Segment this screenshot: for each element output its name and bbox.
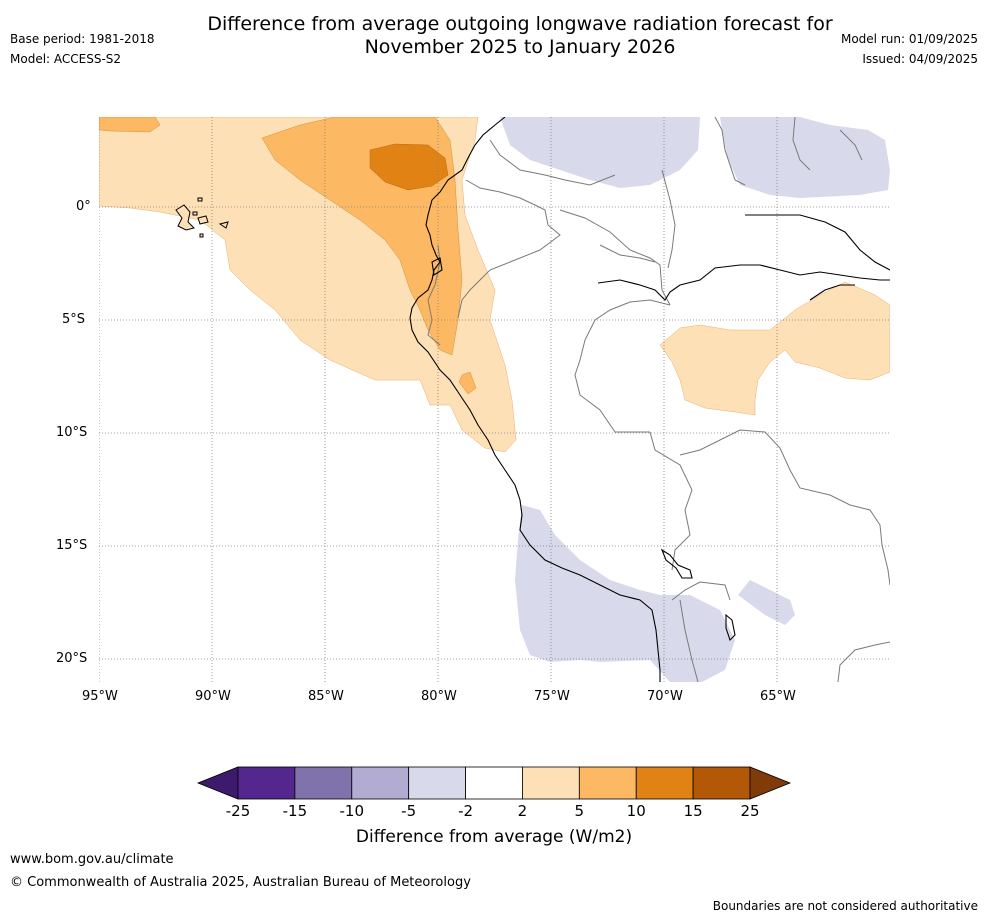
boundary-paraguay — [837, 641, 890, 682]
boundary-peru-brazil — [574, 299, 671, 433]
footer-url: www.bom.gov.au/climate — [10, 852, 174, 867]
lon-label-90w: 90°W — [195, 689, 231, 704]
lat-label-20s: 20°S — [56, 651, 88, 666]
anomaly-region-orange-small-nw — [99, 117, 161, 133]
map-area — [99, 117, 890, 682]
galapagos-santa-cruz — [197, 215, 209, 225]
gridlines — [99, 117, 890, 682]
lake-poopo — [725, 613, 736, 642]
coastline-west-south-america — [409, 117, 661, 682]
anomaly-region-light-purple-northeast — [720, 117, 890, 198]
coastline-gulf-guayaquil — [431, 257, 443, 276]
base-period-text: Base period: 1981-2018 — [10, 32, 155, 46]
lon-label-70w: 70°W — [647, 689, 683, 704]
boundary-colombia-peru — [457, 224, 561, 319]
issued-text: Issued: 04/09/2025 — [862, 52, 978, 66]
boundary-venezuela-colombia-north — [489, 139, 616, 186]
lat-label-15s: 15°S — [56, 538, 88, 553]
boundary-chile-bolivia — [671, 581, 731, 601]
lat-label-0: 0° — [76, 199, 91, 214]
lon-label-75w: 75°W — [534, 689, 570, 704]
map-title: Difference from average outgoing longwav… — [120, 13, 920, 59]
colorbar-tick-label: -5 — [401, 802, 417, 820]
lake-titicaca — [660, 548, 693, 579]
footer-copyright: © Commonwealth of Australia 2025, Austra… — [10, 875, 471, 890]
colorbar-tick-label: -15 — [282, 802, 308, 820]
colorbar-segment-4 — [465, 766, 523, 800]
anomaly-region-dark-orange — [369, 143, 449, 191]
model-run-text: Model run: 01/09/2025 — [840, 32, 978, 46]
boundary-french-guiana — [839, 129, 863, 161]
galapagos-san-cristobal — [218, 221, 229, 229]
colorbar-tick-label: 5 — [574, 802, 585, 820]
river-negro — [745, 214, 890, 271]
boundary-colombia-brazil — [599, 244, 656, 263]
coastline-brazil-north — [809, 284, 855, 301]
galapagos-small-1 — [197, 197, 203, 202]
colorbar — [196, 766, 792, 800]
anomaly-region-light-purple-north — [500, 117, 700, 188]
base-period-info: Base period: 1981-2018 Model: ACCESS-S2 — [10, 32, 155, 66]
colorbar-tick-label: 25 — [740, 802, 760, 820]
footer-disclaimer: Boundaries are not considered authoritat… — [712, 899, 978, 913]
galapagos-small-2 — [192, 211, 198, 216]
colorbar-segment-3 — [408, 766, 466, 800]
colorbar-tick-label: 10 — [626, 802, 646, 820]
colorbar-label: Difference from average (W/m2) — [355, 827, 633, 847]
model-text: Model: ACCESS-S2 — [10, 52, 122, 66]
boundary-bolivia-brazil — [679, 429, 890, 586]
boundary-peru-bolivia — [649, 431, 693, 571]
colorbar-tick-label: 15 — [683, 802, 703, 820]
lat-label-5s: 5°S — [62, 312, 86, 327]
galapagos-islands — [175, 197, 229, 238]
colorbar-extend-low — [196, 766, 239, 800]
boundary-guyana — [714, 117, 746, 186]
anomaly-region-orange-small-peru — [458, 371, 477, 395]
colorbar-segment-0 — [237, 766, 296, 800]
anomaly-region-light-purple-bolivia — [738, 580, 795, 625]
lat-label-10s: 10°S — [56, 425, 88, 440]
galapagos-small-3 — [199, 233, 204, 238]
country-boundaries — [427, 117, 890, 682]
boundary-suriname — [792, 117, 811, 171]
colorbar-segment-2 — [351, 766, 410, 800]
boundary-venezuela-brazil — [661, 169, 676, 269]
colorbar-segment-8 — [692, 766, 751, 800]
model-run-info: Model run: 01/09/2025 Issued: 04/09/2025 — [841, 32, 978, 66]
coastlines — [409, 117, 890, 682]
anomaly-region-light-purple-south — [515, 505, 735, 682]
river-amazon — [597, 264, 890, 301]
lon-label-65w: 65°W — [760, 689, 796, 704]
map-title-line1: Difference from average outgoing longwav… — [207, 13, 833, 35]
colorbar-tick-label: -10 — [339, 802, 365, 820]
colorbar-tick-label: -25 — [225, 802, 251, 820]
boundary-chile-argentina — [679, 599, 699, 682]
colorbar-segment-1 — [294, 766, 353, 800]
boundary-colombia-venezuela — [559, 209, 671, 306]
lon-label-80w: 80°W — [421, 689, 457, 704]
boundary-colombia-ecuador — [465, 179, 549, 226]
colorbar-segment-6 — [578, 766, 637, 800]
colorbar-extend-high — [749, 766, 792, 800]
colorbar-tick-label: -2 — [458, 802, 474, 820]
colorbar-segment-7 — [635, 766, 694, 800]
anomaly-region-light-orange-brazil — [659, 281, 890, 416]
lon-label-85w: 85°W — [308, 689, 344, 704]
lon-label-95w: 95°W — [82, 689, 118, 704]
colorbar-tick-label: 2 — [517, 802, 528, 820]
map-title-line2: November 2025 to January 2026 — [364, 36, 676, 58]
galapagos-isabela — [175, 204, 195, 231]
colorbar-segment-5 — [522, 766, 580, 800]
